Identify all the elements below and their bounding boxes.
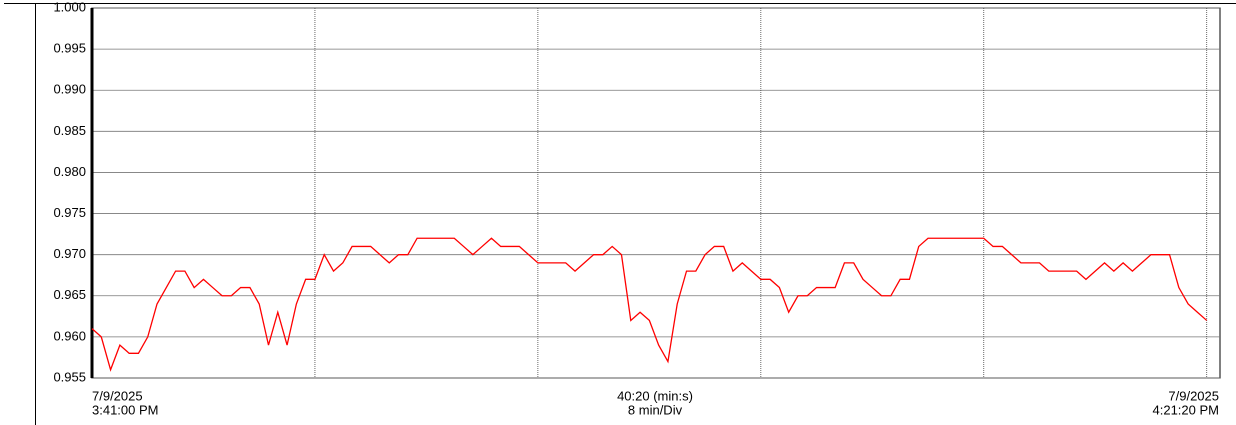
y-tick-label: 0.985 [53,123,86,138]
y-tick-label: 0.955 [53,369,86,384]
plot-area [91,7,1221,379]
y-tick-label: 0.990 [53,82,86,97]
x-span-label: 40:20 (min:s) [617,388,693,403]
y-tick-label: 1.000 [53,0,86,14]
y-tick-label: 0.960 [53,328,86,343]
x-start-date: 7/9/2025 [92,388,143,403]
x-end-date: 7/9/2025 [1168,388,1219,403]
y-tick-label: 0.965 [53,287,86,302]
data-line [91,237,1208,372]
x-start-time: 3:41:00 PM [92,402,159,417]
y-tick-label: 0.975 [53,205,86,220]
y-tick-label: 0.970 [53,246,86,261]
x-end-time: 4:21:20 PM [1153,402,1220,417]
y-tick-label: 0.995 [53,41,86,56]
x-scale-label: 8 min/Div [628,402,683,417]
y-tick-label: 0.980 [53,164,86,179]
